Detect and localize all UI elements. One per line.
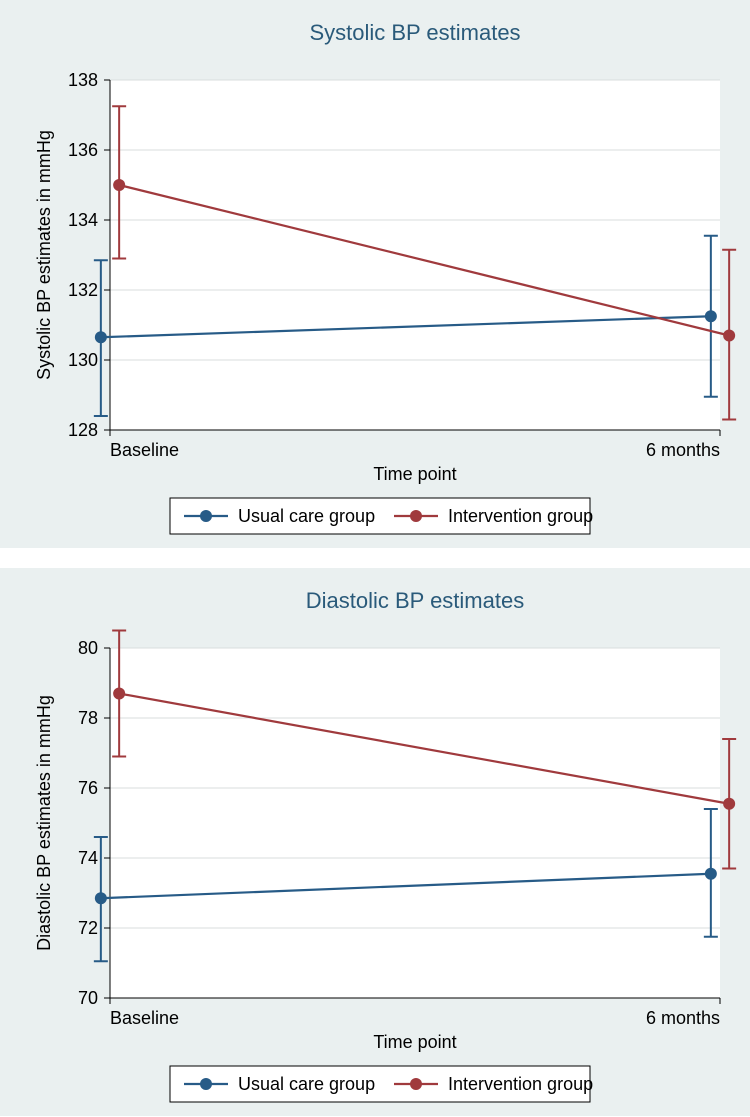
marker-intervention [113, 179, 125, 191]
legend-label-usual: Usual care group [238, 506, 375, 526]
marker-usual [95, 892, 107, 904]
ytick-label: 72 [78, 918, 98, 938]
marker-usual [705, 310, 717, 322]
marker-intervention [723, 330, 735, 342]
panel-title: Diastolic BP estimates [306, 588, 524, 613]
ytick-label: 78 [78, 708, 98, 728]
ytick-label: 80 [78, 638, 98, 658]
ytick-label: 136 [68, 140, 98, 160]
plot-area [110, 648, 720, 998]
marker-usual [705, 868, 717, 880]
ytick-label: 74 [78, 848, 98, 868]
ytick-label: 70 [78, 988, 98, 1008]
ytick-label: 130 [68, 350, 98, 370]
xtick-label: 6 months [646, 1008, 720, 1028]
ytick-label: 134 [68, 210, 98, 230]
chart-panel: Diastolic BP estimates 70 72 74 76 78 80 Baseli… [0, 568, 750, 1116]
legend-marker-usual [200, 510, 212, 522]
ytick-label: 132 [68, 280, 98, 300]
figure-container: Systolic BP estimates 128 130 132 134 136 138 B… [0, 0, 750, 1117]
ytick-label: 76 [78, 778, 98, 798]
xtick-label: Baseline [110, 1008, 179, 1028]
legend-marker-intervention [410, 510, 422, 522]
panel-title: Systolic BP estimates [309, 20, 520, 45]
chart-panel: Systolic BP estimates 128 130 132 134 136 138 B… [0, 0, 750, 548]
x-axis-label: Time point [373, 1032, 456, 1052]
y-axis-label: Systolic BP estimates in mmHg [34, 130, 54, 380]
marker-intervention [723, 798, 735, 810]
xtick-label: Baseline [110, 440, 179, 460]
y-axis-label: Diastolic BP estimates in mmHg [34, 695, 54, 951]
legend-marker-usual [200, 1078, 212, 1090]
ytick-label: 128 [68, 420, 98, 440]
marker-intervention [113, 688, 125, 700]
legend-label-intervention: Intervention group [448, 1074, 593, 1094]
bp-estimates-figure: Systolic BP estimates 128 130 132 134 136 138 B… [0, 0, 750, 1117]
legend-marker-intervention [410, 1078, 422, 1090]
marker-usual [95, 331, 107, 343]
plot-area [110, 80, 720, 430]
xtick-label: 6 months [646, 440, 720, 460]
legend-label-usual: Usual care group [238, 1074, 375, 1094]
ytick-label: 138 [68, 70, 98, 90]
x-axis-label: Time point [373, 464, 456, 484]
legend-label-intervention: Intervention group [448, 506, 593, 526]
